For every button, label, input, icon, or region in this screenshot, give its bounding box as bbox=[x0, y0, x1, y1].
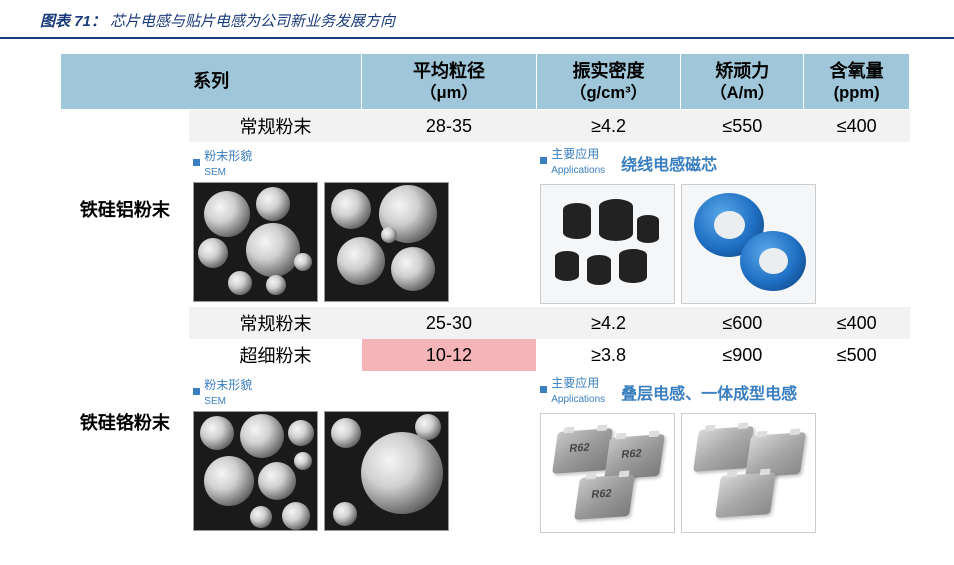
table-header-row: 系列 平均粒径 （μm） 振实密度 （g/cm³） 矫顽力 （A/m） 含氧量 … bbox=[61, 54, 910, 110]
app-label: 主要应用 Applications bbox=[540, 374, 605, 405]
cell-particle: 28-35 bbox=[362, 110, 537, 143]
application-title-1: 绕线电感磁芯 bbox=[621, 151, 717, 175]
sem-image bbox=[324, 182, 449, 302]
bullet-icon bbox=[193, 388, 200, 395]
bullet-icon bbox=[540, 157, 547, 164]
cell-oxy: ≤400 bbox=[804, 110, 910, 143]
col-particle-size: 平均粒径 （μm） bbox=[362, 54, 537, 110]
cell-coerc: ≤600 bbox=[681, 307, 804, 339]
spec-table: 系列 平均粒径 （μm） 振实密度 （g/cm³） 矫顽力 （A/m） 含氧量 … bbox=[60, 53, 910, 536]
cell-coerc: ≤900 bbox=[681, 339, 804, 371]
cell-particle-highlight: 10-12 bbox=[362, 339, 537, 371]
table-row: 铁硅铝粉末 常规粉末 28-35 ≥4.2 ≤550 ≤400 bbox=[61, 110, 910, 143]
cell-oxy: ≤400 bbox=[804, 307, 910, 339]
figure-content: 系列 平均粒径 （μm） 振实密度 （g/cm³） 矫顽力 （A/m） 含氧量 … bbox=[0, 47, 954, 536]
col-tap-density: 振实密度 （g/cm³） bbox=[536, 54, 681, 110]
application-image bbox=[681, 413, 816, 533]
figure-number: 图表 71： bbox=[40, 13, 106, 30]
figure-title: 芯片电感与贴片电感为公司新业务发展方向 bbox=[110, 13, 395, 30]
cell-rowlabel: 常规粉末 bbox=[189, 307, 361, 339]
cell-rowlabel: 常规粉末 bbox=[189, 110, 361, 143]
col-coercivity: 矫顽力 （A/m） bbox=[681, 54, 804, 110]
application-title-2: 叠层电感、一体成型电感 bbox=[621, 380, 797, 404]
app-label: 主要应用 Applications bbox=[540, 145, 605, 176]
col-series: 系列 bbox=[61, 54, 362, 110]
cell-particle: 25-30 bbox=[362, 307, 537, 339]
application-image: R62 R62 R62 bbox=[540, 413, 675, 533]
figure-caption: 图表 71： 芯片电感与贴片电感为公司新业务发展方向 bbox=[0, 0, 954, 39]
col-oxygen: 含氧量 (ppm) bbox=[804, 54, 910, 110]
bullet-icon bbox=[540, 386, 547, 393]
cell-density: ≥4.2 bbox=[536, 307, 681, 339]
sem-image bbox=[324, 411, 449, 531]
series-name-2: 铁硅铬粉末 bbox=[61, 307, 190, 536]
table-row: 铁硅铬粉末 常规粉末 25-30 ≥4.2 ≤600 ≤400 bbox=[61, 307, 910, 339]
application-image bbox=[540, 184, 675, 304]
cell-rowlabel: 超细粉末 bbox=[189, 339, 361, 371]
sem-image bbox=[193, 411, 318, 531]
series-name-1: 铁硅铝粉末 bbox=[61, 110, 190, 308]
sem-label: 粉末形貌 SEM bbox=[193, 376, 532, 407]
cell-density: ≥4.2 bbox=[536, 110, 681, 143]
sem-image bbox=[193, 182, 318, 302]
bullet-icon bbox=[193, 159, 200, 166]
application-image bbox=[681, 184, 816, 304]
cell-oxy: ≤500 bbox=[804, 339, 910, 371]
cell-coerc: ≤550 bbox=[681, 110, 804, 143]
cell-density: ≥3.8 bbox=[536, 339, 681, 371]
sem-label: 粉末形貌 SEM bbox=[193, 147, 532, 178]
